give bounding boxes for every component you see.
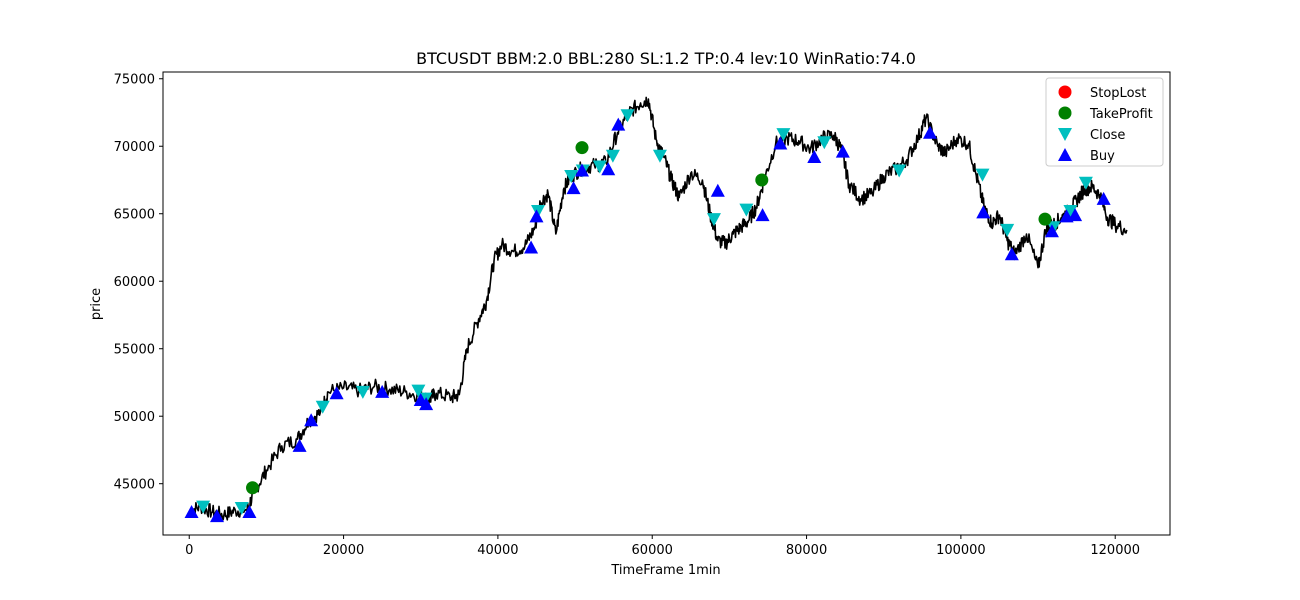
buy-marker xyxy=(1044,224,1059,238)
buy-marker xyxy=(1096,191,1111,205)
y-tick-label: 65000 xyxy=(114,208,155,223)
y-tick-label: 75000 xyxy=(114,73,155,88)
buy-marker xyxy=(184,505,199,519)
legend-label: TakeProfit xyxy=(1089,107,1153,122)
close-marker xyxy=(620,109,635,123)
buy-marker xyxy=(835,144,850,158)
y-axis-ticks: 45000 50000 55000 60000 65000 70000 75000 xyxy=(114,73,163,493)
takeprofit-marker xyxy=(575,141,589,155)
y-tick-label: 70000 xyxy=(114,140,155,155)
y-axis-label: price xyxy=(89,288,104,320)
buy-marker xyxy=(611,117,626,131)
close-marker xyxy=(817,136,832,150)
close-marker xyxy=(234,502,249,516)
buy-marker xyxy=(210,509,225,523)
close-marker xyxy=(975,168,990,182)
plot-area: 0 20000 40000 60000 80000 100000 120000 45000 5… xyxy=(114,71,1171,558)
takeprofit-marker xyxy=(755,173,769,187)
close-marker xyxy=(776,128,791,142)
legend-marker-stoplost xyxy=(1058,85,1072,99)
buy-marker xyxy=(601,162,616,176)
x-tick-label: 0 xyxy=(185,543,193,558)
buy-marker xyxy=(755,208,770,222)
takeprofit-marker xyxy=(1038,212,1052,226)
series-layer xyxy=(184,96,1128,523)
x-tick-label: 80000 xyxy=(786,543,827,558)
chart-title: BTCUSDT BBM:2.0 BBL:280 SL:1.2 TP:0.4 le… xyxy=(416,49,916,68)
buy-marker xyxy=(923,125,938,139)
close-marker xyxy=(196,500,211,514)
x-tick-label: 20000 xyxy=(323,543,364,558)
buy-marker xyxy=(1004,247,1019,261)
legend-label: Buy xyxy=(1090,149,1115,164)
buy-marker xyxy=(524,240,539,254)
legend-label: Close xyxy=(1090,128,1125,143)
x-tick-label: 60000 xyxy=(632,543,673,558)
takeprofit-marker xyxy=(246,481,260,495)
legend-box xyxy=(1045,77,1164,167)
close-marker xyxy=(564,169,579,183)
buy-marker xyxy=(1068,208,1083,222)
buy-marker xyxy=(419,397,434,411)
buy-marker xyxy=(976,205,991,219)
x-tick-label: 100000 xyxy=(936,543,986,558)
close-marker xyxy=(315,400,330,414)
close-marker xyxy=(592,160,607,174)
y-tick-label: 55000 xyxy=(114,343,155,358)
buy-marker xyxy=(529,209,544,223)
close-marker xyxy=(605,149,620,163)
y-tick-label: 45000 xyxy=(114,478,155,493)
y-tick-label: 60000 xyxy=(114,275,155,290)
close-marker xyxy=(1000,223,1015,237)
buy-marker xyxy=(773,136,788,150)
buy-marker xyxy=(575,163,590,177)
legend-label: StopLost xyxy=(1090,86,1146,101)
close-marker xyxy=(1078,176,1093,190)
buy-marker xyxy=(292,438,307,452)
legend-marker-buy xyxy=(1058,148,1072,161)
legend: StopLost TakeProfit Close Buy xyxy=(1045,77,1164,167)
x-tick-label: 120000 xyxy=(1090,543,1140,558)
legend-marker-takeprofit xyxy=(1058,106,1072,120)
buy-marker xyxy=(566,181,581,195)
x-tick-label: 40000 xyxy=(477,543,518,558)
buy-marker xyxy=(329,386,344,400)
close-marker xyxy=(355,385,370,399)
axes-frame xyxy=(162,71,1171,536)
close-marker xyxy=(892,164,907,178)
buy-marker xyxy=(304,413,319,427)
y-tick-label: 50000 xyxy=(114,410,155,425)
buy-marker xyxy=(807,150,822,164)
series-takeprofit xyxy=(246,141,1052,495)
close-marker xyxy=(531,205,546,219)
close-marker xyxy=(411,384,426,398)
close-marker xyxy=(1063,205,1078,219)
legend-items: StopLost TakeProfit Close Buy xyxy=(1058,85,1153,164)
series-buy xyxy=(184,117,1111,523)
legend-marker-close xyxy=(1058,128,1072,141)
x-axis-label: TimeFrame 1min xyxy=(610,563,720,578)
buy-marker xyxy=(375,384,390,398)
x-axis-ticks: 0 20000 40000 60000 80000 100000 120000 xyxy=(185,535,1140,558)
buy-marker xyxy=(242,505,257,519)
close-marker xyxy=(706,213,721,227)
close-marker xyxy=(739,203,754,217)
close-marker xyxy=(652,149,667,163)
buy-marker xyxy=(710,183,725,197)
